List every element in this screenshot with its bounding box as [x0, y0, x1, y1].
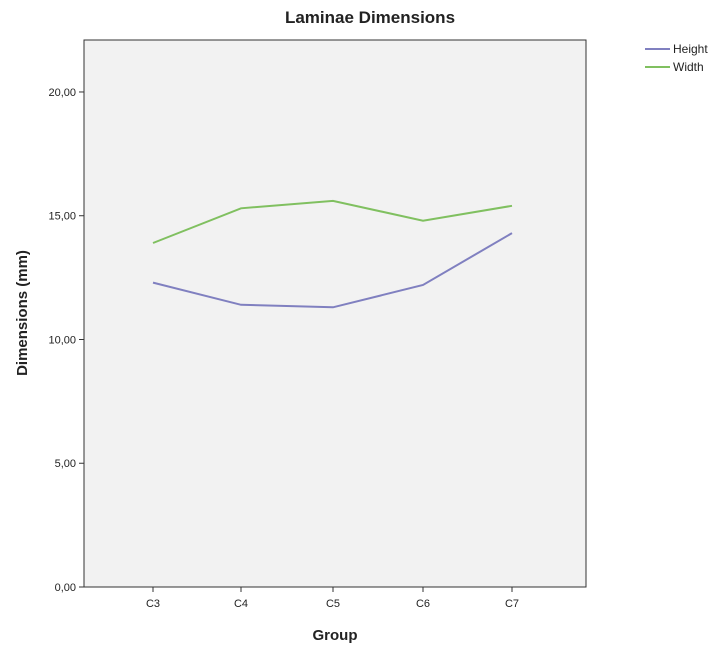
series-line-width	[152, 199, 513, 244]
x-tick-label: C4	[234, 598, 248, 610]
series-line-height	[152, 232, 513, 309]
y-tick-label: 10,00	[48, 334, 76, 346]
x-tick-label: C3	[146, 598, 160, 610]
y-tick-label: 20,00	[48, 87, 76, 99]
y-axis: 0,00 5,00 10,00 15,00 20,00	[48, 87, 84, 594]
legend: Height Width	[645, 42, 708, 74]
x-tick-label: C7	[505, 598, 519, 610]
series-group	[152, 199, 513, 309]
plot-area	[83, 39, 587, 588]
legend-label-width: Width	[673, 60, 704, 74]
x-tick-label: C6	[416, 598, 430, 610]
y-tick-label: 0,00	[55, 582, 76, 594]
legend-label-height: Height	[673, 42, 708, 56]
chart-title: Laminae Dimensions	[285, 8, 455, 27]
y-tick-label: 15,00	[48, 211, 76, 223]
x-tick-label: C5	[326, 598, 340, 610]
y-axis-title: Dimensions (mm)	[14, 250, 31, 376]
x-axis-title: Group	[313, 627, 358, 644]
x-axis: C3 C4 C5 C6 C7	[146, 587, 519, 610]
y-tick-label: 5,00	[55, 458, 76, 470]
